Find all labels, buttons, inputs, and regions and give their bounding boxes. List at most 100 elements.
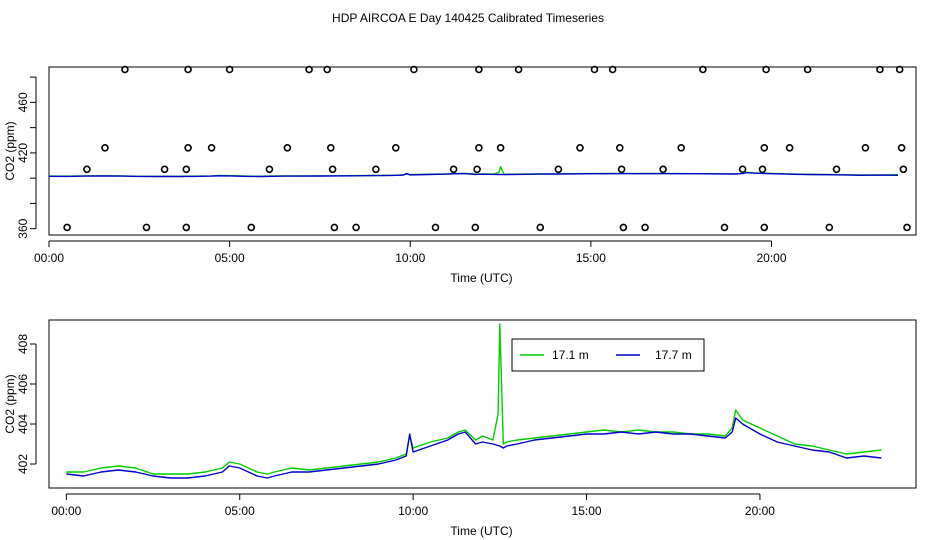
scatter-point <box>825 223 834 232</box>
x-tick-label: 15:00 <box>576 251 606 265</box>
scatter-point <box>475 144 483 152</box>
scatter-point <box>720 223 729 232</box>
scatter-point <box>283 144 292 152</box>
scatter-point <box>760 144 769 152</box>
y-tick-label: 420 <box>16 143 30 163</box>
top-x-axis-label: Time (UTC) <box>450 271 512 285</box>
scatter-point <box>738 165 747 174</box>
scatter-point <box>659 165 667 174</box>
scatter-point <box>352 223 360 232</box>
scatter-point <box>101 144 109 152</box>
bottom-panel: CO2 (ppm) Time (UTC) 00:00 05:00 10:00 15:0… <box>3 319 917 538</box>
top-plot-frame <box>48 66 917 236</box>
scatter-point <box>475 65 483 74</box>
scatter-point <box>897 144 906 152</box>
line-17-7m <box>66 417 882 479</box>
scatter-point <box>184 144 192 152</box>
x-tick-label: 15:00 <box>572 504 602 518</box>
scatter-point <box>247 223 256 232</box>
top-x-ticks: 00:00 05:00 10:00 15:00 20:00 <box>34 240 787 265</box>
y-tick-label: 402 <box>16 454 30 474</box>
scatter-point <box>590 65 599 74</box>
scatter-point <box>496 144 505 152</box>
scatter-point <box>449 165 458 174</box>
top-scatter-points <box>63 65 911 232</box>
scatter-point <box>899 165 908 174</box>
top-series-lines <box>48 166 898 178</box>
scatter-point <box>514 65 523 74</box>
scatter-point <box>641 223 649 232</box>
scatter-point <box>182 165 191 174</box>
y-tick-label: 404 <box>16 414 30 434</box>
top-y-ticks: 360 420 460 <box>16 76 37 239</box>
x-tick-label: 00:00 <box>51 504 81 518</box>
legend-label-17-1m: 17.1 m <box>552 348 589 362</box>
x-tick-label: 05:00 <box>215 251 245 265</box>
scatter-point <box>207 144 216 152</box>
scatter-point <box>265 165 274 174</box>
scatter-point <box>617 165 626 174</box>
scatter-point <box>391 144 400 152</box>
y-tick-label: 460 <box>16 92 30 112</box>
scatter-point <box>536 223 545 232</box>
scatter-point <box>63 223 71 232</box>
scatter-point <box>699 65 707 74</box>
scatter-point <box>762 65 770 74</box>
scatter-point <box>895 65 904 74</box>
scatter-point <box>323 65 332 74</box>
scatter-point <box>861 144 870 152</box>
top-panel: CO2 (ppm) Time (UTC) 00:00 05:00 10:00 15:0… <box>3 65 917 285</box>
x-tick-label: 10:00 <box>398 504 428 518</box>
scatter-point <box>121 65 129 74</box>
legend: 17.1 m 17.7 m <box>511 338 705 372</box>
legend-label-17-7m: 17.7 m <box>655 348 692 362</box>
bottom-y-ticks: 402 404 406 408 <box>16 334 37 474</box>
bottom-plot-frame <box>48 319 917 489</box>
scatter-point <box>903 223 911 232</box>
scatter-point <box>832 165 841 174</box>
scatter-point <box>760 223 769 232</box>
y-tick-label: 406 <box>16 374 30 394</box>
scatter-point <box>473 165 481 174</box>
bottom-series-lines <box>66 323 882 479</box>
x-tick-label: 00:00 <box>34 251 64 265</box>
scatter-point <box>410 65 418 74</box>
scatter-point <box>758 165 767 174</box>
line-17-1m <box>66 323 882 475</box>
scatter-point <box>142 223 151 232</box>
scatter-point <box>225 65 234 74</box>
top-y-axis-label: CO2 (ppm) <box>3 121 17 180</box>
x-tick-label: 10:00 <box>395 251 425 265</box>
bottom-y-axis-label: CO2 (ppm) <box>3 374 17 433</box>
scatter-point <box>471 223 480 232</box>
scatter-point <box>83 165 91 174</box>
scatter-point <box>184 65 192 74</box>
scatter-point <box>615 144 624 152</box>
scatter-point <box>326 144 335 152</box>
scatter-point <box>330 223 339 232</box>
bottom-x-axis-label: Time (UTC) <box>450 524 512 538</box>
figure-title: HDP AIRCOA E Day 140425 Calibrated Times… <box>332 11 604 25</box>
scatter-point <box>876 65 884 74</box>
scatter-point <box>608 65 617 74</box>
y-tick-label: 360 <box>16 218 30 238</box>
scatter-point <box>305 65 313 74</box>
scatter-point <box>182 223 191 232</box>
bottom-x-ticks: 00:00 05:00 10:00 15:00 20:00 <box>51 493 775 518</box>
x-tick-label: 05:00 <box>225 504 255 518</box>
top-line-17-7m <box>48 171 898 178</box>
scatter-point <box>677 144 686 152</box>
scatter-point <box>576 144 584 152</box>
scatter-point <box>619 223 628 232</box>
scatter-point <box>328 165 337 174</box>
x-tick-label: 20:00 <box>745 504 775 518</box>
scatter-point <box>160 165 169 174</box>
scatter-point <box>372 165 380 174</box>
x-tick-label: 20:00 <box>756 251 786 265</box>
scatter-point <box>803 65 812 74</box>
scatter-point <box>785 144 794 152</box>
scatter-point <box>554 165 563 174</box>
scatter-point <box>431 223 440 232</box>
y-tick-label: 408 <box>16 334 30 354</box>
